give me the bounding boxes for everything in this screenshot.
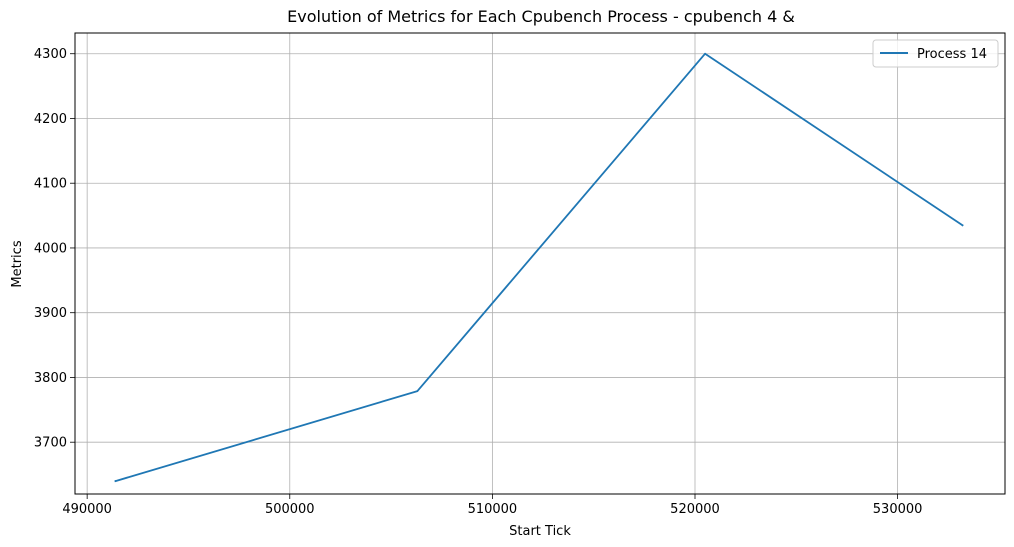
legend: Process 14 xyxy=(872,39,999,68)
y-axis-label: Metrics xyxy=(10,240,25,287)
x-tick-label: 490000 xyxy=(62,502,112,517)
y-tick-label: 3800 xyxy=(34,371,67,386)
data-point xyxy=(114,480,117,482)
plot-frame xyxy=(74,32,1006,495)
data-point xyxy=(704,52,707,55)
legend-box xyxy=(872,39,999,68)
x-axis: 490000 500000 510000 520000 530000 xyxy=(62,494,922,517)
y-axis: 3700 3800 3900 4000 4100 4200 4300 xyxy=(34,47,75,451)
series-line xyxy=(114,52,964,483)
data-point xyxy=(961,224,964,227)
y-tick-label: 4200 xyxy=(34,112,67,127)
x-tick-label: 510000 xyxy=(468,502,518,517)
chart-title: Evolution of Metrics for Each Cpubench P… xyxy=(287,7,795,26)
y-tick-label: 3900 xyxy=(34,306,67,321)
y-tick-label: 4100 xyxy=(34,177,67,192)
series-layer xyxy=(114,52,964,483)
x-tick-label: 500000 xyxy=(265,502,315,517)
x-tick-label: 520000 xyxy=(670,502,720,517)
data-point xyxy=(416,390,419,392)
y-tick-label: 4000 xyxy=(34,241,67,256)
y-tick-label: 4300 xyxy=(34,47,67,62)
legend-label: Process 14 xyxy=(917,47,987,62)
y-tick-label: 3700 xyxy=(34,436,67,451)
x-axis-label: Start Tick xyxy=(509,524,571,539)
x-tick-label: 530000 xyxy=(873,502,923,517)
